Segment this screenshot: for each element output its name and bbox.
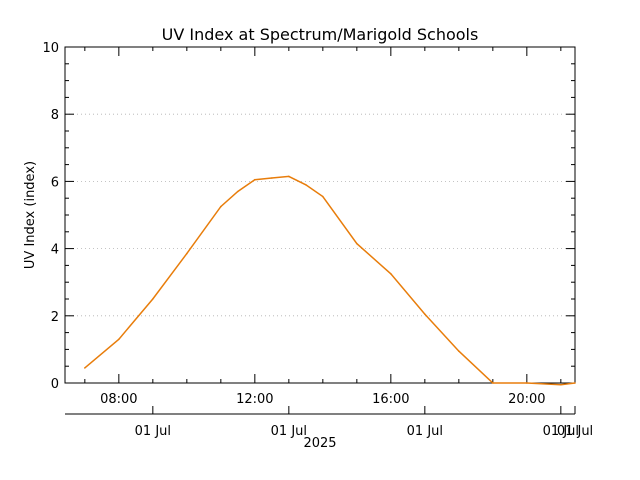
y-axis: 0 2 4 6 8 10: [42, 41, 575, 392]
data-point: [305, 184, 307, 186]
data-point: [237, 190, 239, 193]
x-tick-label: 12:00: [236, 392, 273, 407]
y-tick-label: 6: [51, 175, 59, 190]
x-axis-top: 08:00 12:00 16:00 20:00: [84, 47, 562, 407]
x-tick-label: 16:00: [372, 392, 409, 407]
data-point: [424, 313, 426, 315]
y-axis-label: UV Index (index): [23, 161, 38, 269]
data-point: [390, 273, 392, 275]
data-point: [492, 382, 494, 384]
x-tick-label: 20:00: [508, 392, 545, 407]
data-point: [322, 195, 324, 198]
y-tick-label: 10: [42, 41, 59, 56]
y-tick-label: 8: [51, 108, 59, 123]
data-point: [288, 175, 290, 178]
date-tick-label: 01 Jul: [557, 424, 593, 439]
gridlines: [65, 113, 575, 317]
data-point: [356, 242, 358, 245]
data-point: [560, 383, 562, 386]
series-layer: [84, 175, 576, 386]
date-tick-label: 01 Jul: [543, 424, 579, 439]
y-tick-label: 4: [51, 243, 59, 258]
data-point: [118, 338, 120, 341]
data-point: [574, 382, 576, 384]
date-tick-label: 01 Jul: [271, 424, 307, 439]
y-tick-label: 2: [51, 310, 59, 325]
x-tick-label: 08:00: [100, 392, 137, 407]
uv-index-series-line: [84, 175, 576, 386]
data-point: [220, 205, 222, 208]
data-point: [254, 178, 256, 181]
data-point: [526, 382, 528, 384]
data-point: [458, 350, 460, 352]
data-point: [271, 177, 273, 179]
y-tick-label: 0: [51, 377, 59, 392]
date-tick-label: 01 Jul: [135, 424, 171, 439]
plot-frame: [64, 46, 576, 384]
data-point: [186, 252, 188, 255]
date-tick-label: 01 Jul: [407, 424, 443, 439]
date-axis-year-label: 2025: [303, 436, 336, 451]
data-point: [84, 367, 86, 369]
chart-title: UV Index at Spectrum/Marigold Schools: [162, 25, 479, 44]
data-point: [152, 298, 154, 300]
